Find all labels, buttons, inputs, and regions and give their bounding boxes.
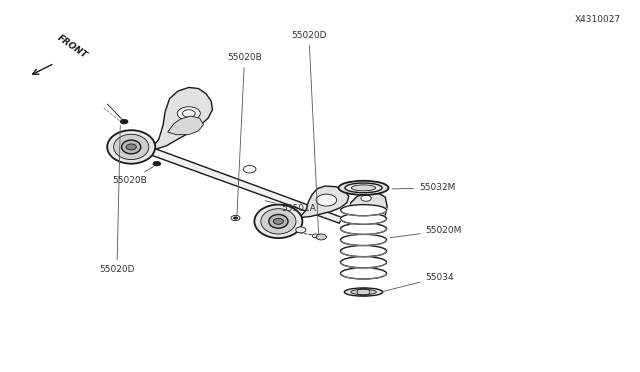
Ellipse shape [269, 214, 288, 228]
Circle shape [177, 107, 200, 120]
Ellipse shape [339, 233, 388, 247]
Circle shape [120, 119, 128, 124]
Ellipse shape [339, 222, 388, 235]
Circle shape [312, 234, 319, 238]
Text: FRONT: FRONT [56, 33, 89, 60]
Circle shape [316, 194, 337, 206]
Text: 55020D: 55020D [291, 31, 326, 234]
Ellipse shape [351, 185, 376, 191]
Ellipse shape [339, 267, 388, 280]
Circle shape [243, 166, 256, 173]
Circle shape [361, 211, 371, 217]
Ellipse shape [339, 244, 388, 258]
Circle shape [316, 234, 326, 240]
Circle shape [296, 227, 306, 233]
Ellipse shape [344, 288, 383, 296]
Ellipse shape [351, 289, 376, 295]
Text: 55020M: 55020M [390, 226, 462, 238]
Ellipse shape [114, 134, 148, 160]
Circle shape [153, 161, 161, 166]
Text: 55032M: 55032M [392, 183, 456, 192]
Circle shape [273, 218, 284, 224]
Ellipse shape [254, 205, 302, 238]
Polygon shape [300, 186, 349, 218]
Text: X4310027: X4310027 [575, 15, 621, 24]
Text: 55034: 55034 [383, 273, 454, 291]
Ellipse shape [107, 130, 155, 164]
Ellipse shape [339, 212, 388, 225]
Ellipse shape [122, 140, 141, 154]
Circle shape [126, 144, 136, 150]
Text: 55020D: 55020D [99, 125, 134, 274]
Polygon shape [168, 116, 204, 135]
Text: 55020B: 55020B [227, 53, 262, 215]
Circle shape [361, 195, 371, 201]
Circle shape [234, 217, 237, 219]
Ellipse shape [339, 256, 388, 269]
Text: 55020B: 55020B [112, 167, 154, 185]
Ellipse shape [339, 181, 388, 195]
Polygon shape [349, 193, 387, 220]
Polygon shape [150, 87, 212, 149]
Ellipse shape [339, 203, 388, 217]
Ellipse shape [345, 183, 382, 193]
Ellipse shape [261, 209, 296, 234]
Text: 55501A: 55501A [265, 201, 316, 213]
Polygon shape [144, 147, 342, 223]
